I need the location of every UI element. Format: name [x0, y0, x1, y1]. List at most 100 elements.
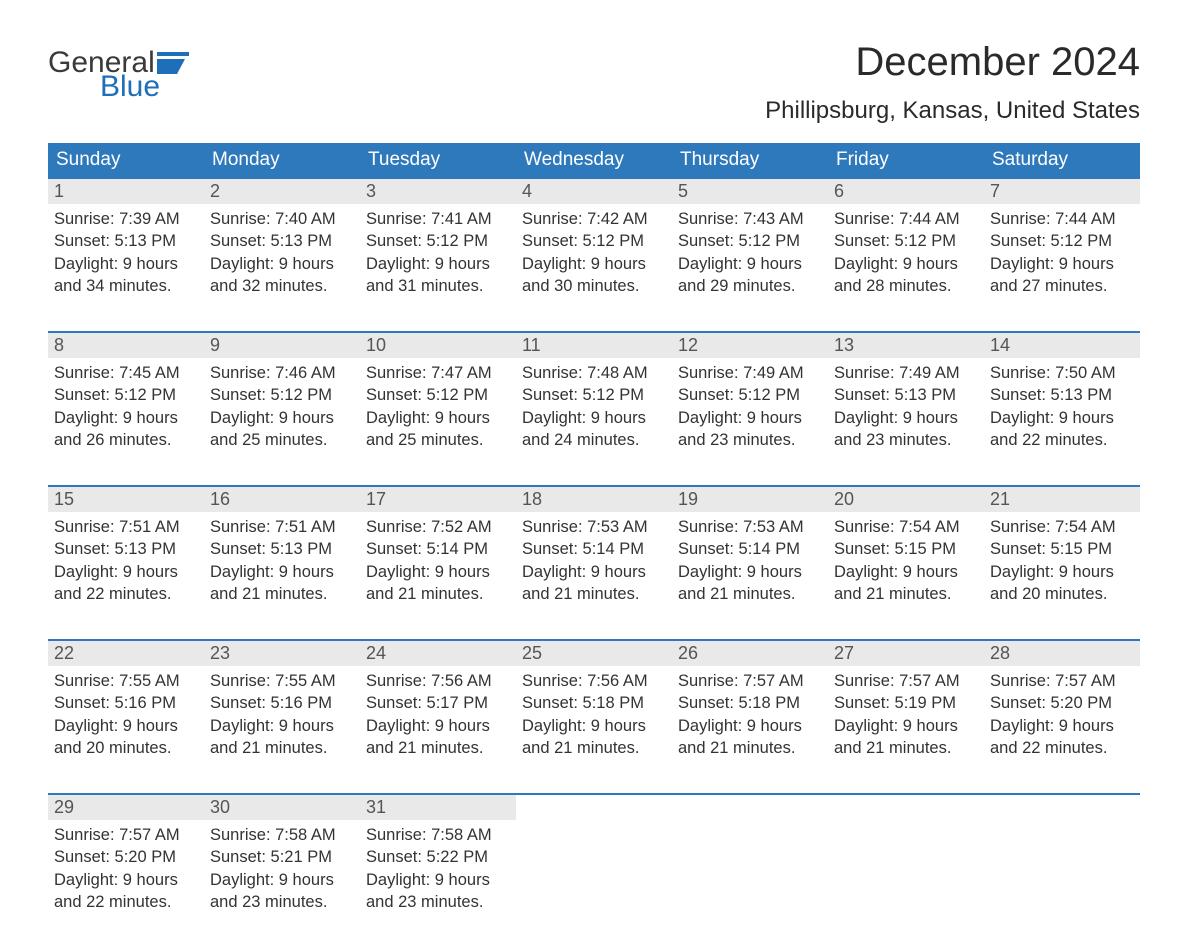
- day-detail-cell: Sunrise: 7:53 AMSunset: 5:14 PMDaylight:…: [516, 512, 672, 640]
- daylight-line: Daylight: 9 hours and 21 minutes.: [834, 561, 978, 606]
- day-number-cell: 6: [828, 178, 984, 204]
- sunset-line: Sunset: 5:14 PM: [522, 538, 666, 560]
- title-block: December 2024 Phillipsburg, Kansas, Unit…: [765, 40, 1140, 125]
- day-number-cell: 21: [984, 486, 1140, 512]
- day-number-cell: 22: [48, 640, 204, 666]
- sunrise-line: Sunrise: 7:54 AM: [834, 516, 978, 538]
- sunset-line: Sunset: 5:16 PM: [210, 692, 354, 714]
- day-number-cell: 10: [360, 332, 516, 358]
- weekday-header: Thursday: [672, 143, 828, 178]
- day-number-cell: 27: [828, 640, 984, 666]
- day-number-cell: 1: [48, 178, 204, 204]
- daylight-line: Daylight: 9 hours and 21 minutes.: [210, 715, 354, 760]
- day-number-cell: 17: [360, 486, 516, 512]
- sunrise-line: Sunrise: 7:44 AM: [990, 208, 1134, 230]
- daylight-line: Daylight: 9 hours and 25 minutes.: [210, 407, 354, 452]
- day-detail-cell: Sunrise: 7:56 AMSunset: 5:18 PMDaylight:…: [516, 666, 672, 794]
- daylight-line: Daylight: 9 hours and 21 minutes.: [522, 715, 666, 760]
- daylight-line: Daylight: 9 hours and 20 minutes.: [990, 561, 1134, 606]
- sunset-line: Sunset: 5:13 PM: [834, 384, 978, 406]
- sunrise-line: Sunrise: 7:44 AM: [834, 208, 978, 230]
- day-detail-cell: Sunrise: 7:53 AMSunset: 5:14 PMDaylight:…: [672, 512, 828, 640]
- day-number-cell: 14: [984, 332, 1140, 358]
- logo: General Blue: [48, 48, 189, 102]
- sunrise-line: Sunrise: 7:49 AM: [678, 362, 822, 384]
- day-detail-cell: Sunrise: 7:55 AMSunset: 5:16 PMDaylight:…: [204, 666, 360, 794]
- sunrise-line: Sunrise: 7:51 AM: [54, 516, 198, 538]
- sunset-line: Sunset: 5:12 PM: [834, 230, 978, 252]
- day-number-cell: [516, 794, 672, 820]
- flag-icon: [157, 52, 189, 74]
- sunrise-line: Sunrise: 7:54 AM: [990, 516, 1134, 538]
- day-detail-cell: Sunrise: 7:50 AMSunset: 5:13 PMDaylight:…: [984, 358, 1140, 486]
- day-number-cell: 19: [672, 486, 828, 512]
- sunset-line: Sunset: 5:18 PM: [678, 692, 822, 714]
- daylight-line: Daylight: 9 hours and 24 minutes.: [522, 407, 666, 452]
- daylight-line: Daylight: 9 hours and 34 minutes.: [54, 253, 198, 298]
- day-detail-cell: Sunrise: 7:43 AMSunset: 5:12 PMDaylight:…: [672, 204, 828, 332]
- day-detail-cell: Sunrise: 7:57 AMSunset: 5:20 PMDaylight:…: [48, 820, 204, 948]
- weekday-header: Friday: [828, 143, 984, 178]
- day-detail-cell: Sunrise: 7:57 AMSunset: 5:20 PMDaylight:…: [984, 666, 1140, 794]
- day-number-cell: 16: [204, 486, 360, 512]
- day-number-cell: 13: [828, 332, 984, 358]
- sunrise-line: Sunrise: 7:39 AM: [54, 208, 198, 230]
- detail-row: Sunrise: 7:39 AMSunset: 5:13 PMDaylight:…: [48, 204, 1140, 332]
- day-detail-cell: Sunrise: 7:57 AMSunset: 5:19 PMDaylight:…: [828, 666, 984, 794]
- sunrise-line: Sunrise: 7:55 AM: [54, 670, 198, 692]
- sunrise-line: Sunrise: 7:58 AM: [210, 824, 354, 846]
- daynum-row: 1234567: [48, 178, 1140, 204]
- month-title: December 2024: [765, 40, 1140, 85]
- day-detail-cell: Sunrise: 7:56 AMSunset: 5:17 PMDaylight:…: [360, 666, 516, 794]
- sunrise-line: Sunrise: 7:57 AM: [54, 824, 198, 846]
- location: Phillipsburg, Kansas, United States: [765, 97, 1140, 125]
- sunrise-line: Sunrise: 7:50 AM: [990, 362, 1134, 384]
- daylight-line: Daylight: 9 hours and 22 minutes.: [990, 407, 1134, 452]
- day-number-cell: 18: [516, 486, 672, 512]
- day-number-cell: 3: [360, 178, 516, 204]
- calendar-table: Sunday Monday Tuesday Wednesday Thursday…: [48, 143, 1140, 948]
- sunrise-line: Sunrise: 7:47 AM: [366, 362, 510, 384]
- day-number-cell: 7: [984, 178, 1140, 204]
- day-detail-cell: Sunrise: 7:45 AMSunset: 5:12 PMDaylight:…: [48, 358, 204, 486]
- day-detail-cell: Sunrise: 7:49 AMSunset: 5:12 PMDaylight:…: [672, 358, 828, 486]
- sunset-line: Sunset: 5:18 PM: [522, 692, 666, 714]
- weekday-header: Sunday: [48, 143, 204, 178]
- day-number-cell: 5: [672, 178, 828, 204]
- daylight-line: Daylight: 9 hours and 21 minutes.: [678, 715, 822, 760]
- day-number-cell: 12: [672, 332, 828, 358]
- day-number-cell: 28: [984, 640, 1140, 666]
- sunset-line: Sunset: 5:21 PM: [210, 846, 354, 868]
- sunset-line: Sunset: 5:12 PM: [522, 230, 666, 252]
- day-detail-cell: [516, 820, 672, 948]
- daylight-line: Daylight: 9 hours and 23 minutes.: [210, 869, 354, 914]
- day-detail-cell: Sunrise: 7:57 AMSunset: 5:18 PMDaylight:…: [672, 666, 828, 794]
- sunset-line: Sunset: 5:17 PM: [366, 692, 510, 714]
- sunset-line: Sunset: 5:15 PM: [990, 538, 1134, 560]
- sunset-line: Sunset: 5:20 PM: [54, 846, 198, 868]
- day-number-cell: 31: [360, 794, 516, 820]
- weekday-header: Monday: [204, 143, 360, 178]
- sunrise-line: Sunrise: 7:46 AM: [210, 362, 354, 384]
- sunrise-line: Sunrise: 7:53 AM: [678, 516, 822, 538]
- day-detail-cell: Sunrise: 7:39 AMSunset: 5:13 PMDaylight:…: [48, 204, 204, 332]
- day-detail-cell: Sunrise: 7:48 AMSunset: 5:12 PMDaylight:…: [516, 358, 672, 486]
- day-number-cell: 2: [204, 178, 360, 204]
- detail-row: Sunrise: 7:57 AMSunset: 5:20 PM Daylight:…: [48, 820, 1140, 948]
- day-number-cell: 25: [516, 640, 672, 666]
- weekday-header-row: Sunday Monday Tuesday Wednesday Thursday…: [48, 143, 1140, 178]
- day-detail-cell: [828, 820, 984, 948]
- sunrise-line: Sunrise: 7:56 AM: [366, 670, 510, 692]
- day-number-cell: 24: [360, 640, 516, 666]
- daylight-line: Daylight: 9 hours and 21 minutes.: [834, 715, 978, 760]
- daylight-line: Daylight: 9 hours and 25 minutes.: [366, 407, 510, 452]
- sunset-line: Sunset: 5:13 PM: [54, 230, 198, 252]
- daynum-row: 15161718192021: [48, 486, 1140, 512]
- day-detail-cell: Sunrise: 7:44 AMSunset: 5:12 PMDaylight:…: [984, 204, 1140, 332]
- sunset-line: Sunset: 5:22 PM: [366, 846, 510, 868]
- daylight-line: Daylight: 9 hours and 23 minutes.: [678, 407, 822, 452]
- sunset-line: Sunset: 5:15 PM: [834, 538, 978, 560]
- day-number-cell: 4: [516, 178, 672, 204]
- sunset-line: Sunset: 5:19 PM: [834, 692, 978, 714]
- day-number-cell: [984, 794, 1140, 820]
